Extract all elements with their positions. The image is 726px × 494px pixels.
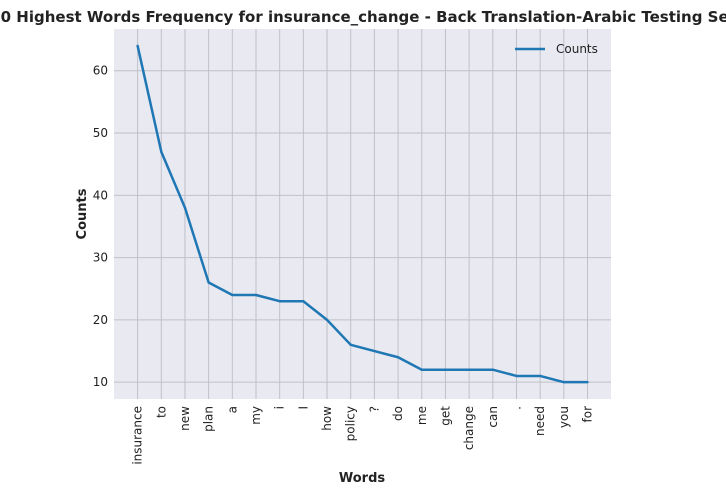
y-tick-label: 20 [93, 313, 108, 327]
data-point [183, 206, 187, 209]
x-tick-label: change [462, 406, 476, 450]
chart-title: 20 Highest Words Frequency for insurance… [0, 8, 726, 26]
x-tick-label: you [557, 406, 571, 428]
x-tick-label: ? [367, 406, 381, 412]
data-point [420, 368, 423, 371]
data-point [254, 293, 258, 297]
x-tick-label: do [391, 406, 405, 421]
x-tick-label: for [581, 406, 595, 423]
x-tick-label: I [296, 406, 310, 410]
y-tick-label: 30 [93, 251, 108, 265]
x-tick-label: get [438, 406, 452, 426]
data-point [136, 44, 139, 48]
data-point [207, 281, 210, 284]
y-tick-label: 50 [93, 126, 108, 140]
x-tick-label: policy [344, 406, 358, 441]
x-axis-label: Words [339, 471, 386, 486]
data-point [515, 374, 518, 378]
x-tick-label: my [249, 406, 263, 425]
x-tick-label: insurance [131, 406, 145, 465]
y-tick-label: 40 [93, 188, 108, 202]
x-tick-label: new [178, 406, 192, 431]
data-point [325, 318, 329, 322]
series-layer [136, 44, 589, 384]
data-point [349, 343, 352, 347]
data-point [562, 380, 566, 384]
y-tick-label: 10 [93, 375, 108, 389]
x-tick-label: to [154, 406, 168, 418]
data-point [231, 293, 234, 297]
data-point [491, 368, 494, 371]
x-tick-label: how [320, 406, 334, 431]
x-tick-label: a [225, 406, 239, 413]
y-tick-label: 60 [93, 64, 108, 78]
x-tick-label: plan [202, 406, 216, 432]
x-tick-label: . [509, 406, 523, 410]
data-point [396, 356, 400, 359]
x-tick-label: i [273, 406, 287, 409]
legend: Counts [515, 42, 598, 56]
data-point [278, 300, 281, 303]
data-point [302, 300, 305, 303]
x-tick-label: can [486, 406, 500, 428]
data-point [586, 380, 589, 384]
series-line-counts [136, 45, 588, 384]
data-point [444, 368, 447, 371]
y-tick-labels: 10 20 30 40 50 60 [93, 64, 108, 389]
plot-background [114, 29, 611, 399]
data-point [160, 150, 163, 153]
legend-label: Counts [556, 42, 598, 56]
y-axis-label: Counts [75, 188, 90, 239]
data-point [373, 349, 376, 353]
data-point [467, 368, 471, 371]
x-tick-label: me [415, 406, 429, 425]
x-tick-label: need [533, 406, 547, 436]
gridlines [114, 29, 611, 399]
data-point [538, 374, 542, 378]
